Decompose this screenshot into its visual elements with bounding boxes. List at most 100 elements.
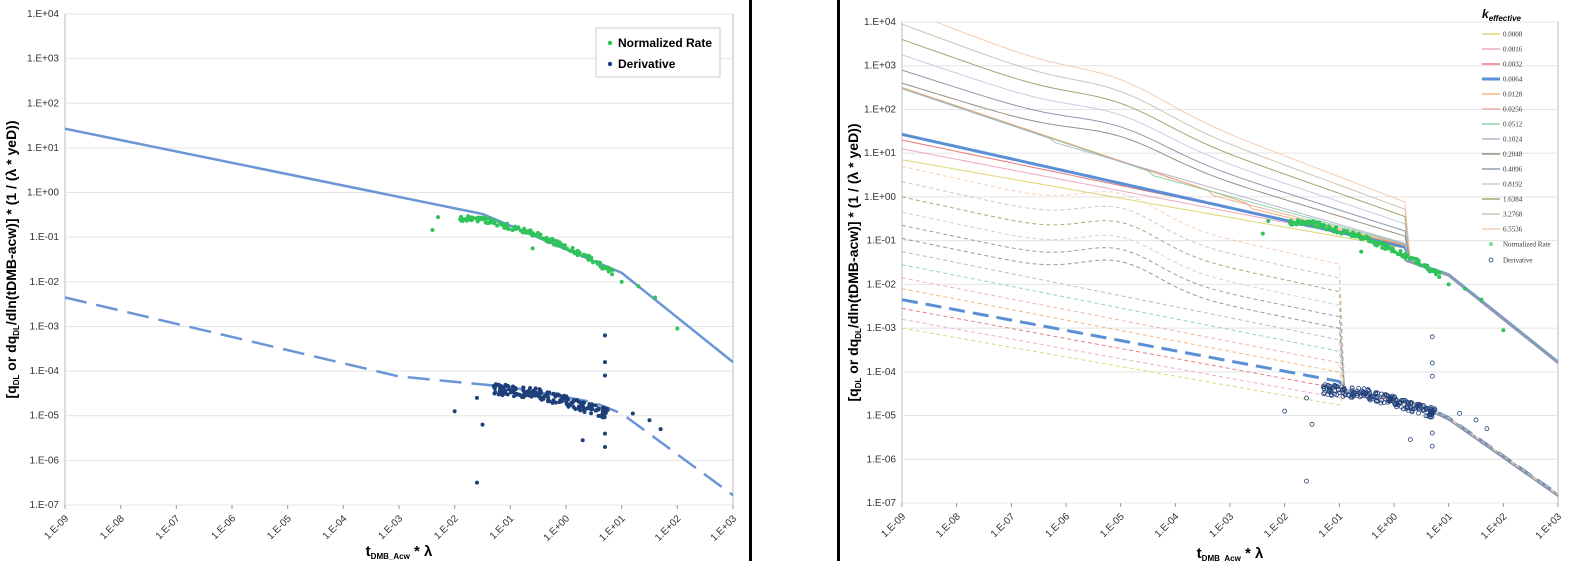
derivative-point [581,404,586,409]
derivative-point [1408,437,1413,442]
derivative-point [593,403,598,408]
derivative-point [602,444,607,449]
k-derivative-curve [902,237,1558,495]
derivative-point [1429,409,1435,415]
derivative-point [1361,393,1367,399]
normalized-rate-point [1350,230,1355,235]
normalized-rate-point [1307,219,1312,224]
normalized-rate-point [1350,233,1355,238]
y-tick-label: 1.E+01 [27,143,59,154]
x-tick-label: 1.E+03 [1534,511,1565,542]
x-tick-label: 1.E-03 [377,513,406,542]
normalized-rate-point [565,246,570,251]
normalized-rate-point [1393,249,1398,254]
rate-model-line [65,127,733,364]
derivative-point [1282,408,1288,414]
derivative-point [1373,390,1379,396]
y-tick-label: 1.E+01 [864,148,896,159]
derivative-point [593,408,598,413]
derivative-point [569,400,574,405]
legend-box [595,27,721,78]
derivative-point [1350,390,1356,396]
normalized-rate-point [466,215,471,220]
y-tick-label: 1.E-01 [867,236,897,247]
derivative-point [513,387,518,392]
x-tick-label: 1.E-03 [1208,511,1237,540]
x-tick-label: 1.E+03 [709,513,740,544]
normalized-rate-point [559,242,564,247]
derivative-point [1429,360,1435,366]
normalized-rate-point [530,246,535,251]
derivative-point [1330,385,1335,391]
derivative-point [1374,395,1379,401]
derivative-point [1384,393,1389,398]
legend-k-label: 1.6384 [1503,196,1523,204]
derivative-point [1356,385,1362,391]
derivative-point [1429,334,1435,340]
legend-marker-derivative [1488,257,1494,263]
derivative-point [512,394,517,399]
derivative-point [596,413,601,418]
normalized-rate-point [1303,220,1308,225]
derivative-point [521,385,526,390]
normalized-rate-point [1437,274,1442,279]
normalized-rate-point [606,268,611,273]
normalized-rate-point [510,228,515,233]
normalized-rate-point [1431,268,1436,273]
derivative-point [1405,407,1411,413]
derivative-point [1373,391,1379,397]
derivative-point [452,409,457,414]
normalized-rate-point [1266,218,1271,223]
derivative-point [556,393,561,398]
derivative-point [1393,402,1399,408]
derivative-point [1432,407,1438,413]
derivative-point [550,400,555,405]
y-tick-label: 1.E-07 [867,498,897,509]
legend-label-derivative: Derivative [618,57,676,71]
y-tick-label: 1.E-07 [30,500,60,511]
derivative-point [498,386,503,391]
normalized-rate-point [1360,236,1365,241]
derivative-point [541,396,546,401]
normalized-rate-point [1359,249,1364,254]
normalized-rate-point [675,326,680,331]
derivative-point [571,405,576,410]
y-tick-label: 1.E-01 [30,232,60,243]
normalized-rate-point [1409,255,1414,260]
derivative-point [503,388,508,393]
derivative-point [1399,404,1404,410]
normalized-rate-point [570,249,575,254]
normalized-rate-point [561,246,566,251]
y-tick-label: 1.E+00 [27,188,59,199]
x-tick-label: 1.E-08 [98,513,127,542]
normalized-rate-point [495,223,500,228]
normalized-rate-point [610,267,615,272]
derivative-point [545,390,550,395]
y-tick-label: 1.E+00 [864,192,896,203]
normalized-rate-point [1422,262,1427,267]
derivative-point [582,400,587,405]
derivative-point [630,411,635,416]
chart-right: 1.E+04 1.E+03 1.E+02 1.E+01 1.E+00 1.E-01 1.E-… [845,7,1564,561]
legend-k-label: 0.0064 [1503,76,1523,84]
normalized-rate-point [1398,249,1403,254]
k-derivative-curve [902,165,1558,495]
normalized-rate-point [575,253,580,258]
derivative-point [1321,385,1327,391]
normalized-rate-point [499,222,504,227]
normalized-rate-point [1334,225,1339,230]
normalized-rate-point [461,217,466,222]
normalized-rate-point [1324,227,1329,232]
derivative-point [529,394,534,399]
normalized-rate-point [1437,270,1442,275]
derivative-point [501,385,506,390]
chart-left: 1.E+04 1.E+03 1.E+02 1.E+01 1.E+00 1.E-01 1.E-… [3,9,739,561]
x-tick-label: 1.E+02 [1479,511,1510,542]
derivative-point [602,410,607,415]
derivative-point [599,413,604,418]
normalized-rate-point [1425,263,1430,268]
derivative-point [1426,412,1432,418]
derivative-point [588,402,593,407]
normalized-rate-point [1339,231,1344,236]
